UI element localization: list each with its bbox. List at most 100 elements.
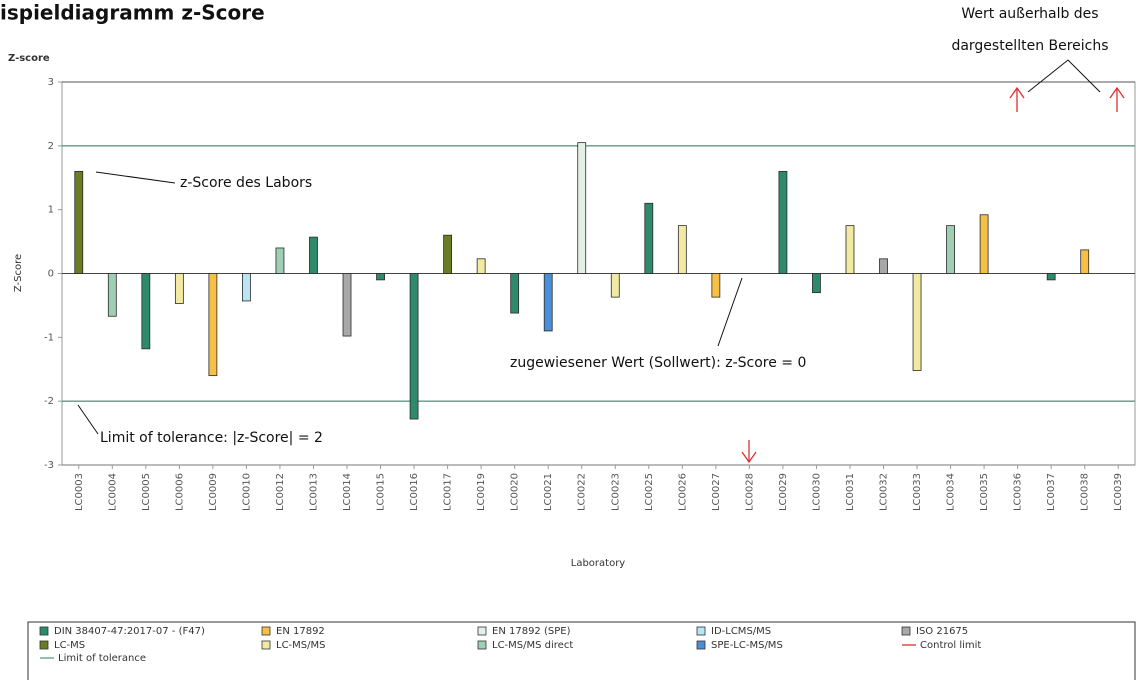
y-axis-title: Z-Score <box>13 254 24 292</box>
x-tick-label: LC0030 <box>811 473 822 511</box>
bar <box>141 273 151 350</box>
bar <box>845 225 855 274</box>
bar <box>342 273 352 337</box>
x-tick-label: LC0021 <box>543 473 554 511</box>
y-tick-label: 1 <box>48 205 54 216</box>
x-tick-label: LC0017 <box>443 473 454 511</box>
y-tick-label: -2 <box>44 396 54 407</box>
bar <box>912 273 922 371</box>
bar <box>174 273 184 304</box>
bar <box>242 273 251 302</box>
legend-label: ID-LCMS/MS <box>711 626 771 637</box>
x-tick-label: LC0013 <box>308 473 319 511</box>
legend-swatch <box>696 626 706 636</box>
bar <box>946 225 955 274</box>
x-tick-label: LC0037 <box>1046 473 1057 511</box>
arrow-down <box>741 440 757 464</box>
x-tick-label: LC0025 <box>644 473 655 511</box>
x-tick-label: LC0022 <box>577 473 588 511</box>
legend-label: Limit of tolerance <box>58 653 146 664</box>
x-tick-label: LC0020 <box>510 473 521 511</box>
y-tick-label: 3 <box>48 77 54 88</box>
legend-label: LC-MS/MS <box>276 640 325 651</box>
y-tick-label: -3 <box>44 460 54 471</box>
x-tick-label: LC0023 <box>610 473 621 511</box>
annotation-leader <box>1027 59 1101 93</box>
legend-label: SPE-LC-MS/MS <box>711 640 783 651</box>
x-tick-label: LC0003 <box>74 473 85 511</box>
bar <box>1046 273 1056 281</box>
x-tick-label: LC0014 <box>342 473 353 511</box>
x-tick-label: LC0009 <box>208 473 219 511</box>
legend-swatch <box>901 626 911 636</box>
legend-label: EN 17892 (SPE) <box>492 626 571 637</box>
bar <box>376 273 385 281</box>
annotation: dargestellten Bereichs <box>951 38 1108 54</box>
legend-label: LC-MS/MS direct <box>492 640 573 651</box>
x-tick-label: LC0015 <box>376 473 387 511</box>
bar <box>577 142 587 274</box>
x-tick-label: LC0026 <box>677 473 688 511</box>
x-tick-label: LC0027 <box>711 473 722 511</box>
y-tick-label: 2 <box>48 141 54 152</box>
chart-title: ispieldiagramm z-Score <box>0 1 265 25</box>
annotation-leader <box>95 171 176 184</box>
arrow-up <box>1009 86 1025 112</box>
legend-label: EN 17892 <box>276 626 325 637</box>
bar <box>677 225 687 274</box>
x-tick-label: LC0028 <box>744 473 755 511</box>
annotation-leader <box>717 277 743 347</box>
bar <box>409 273 419 420</box>
bar <box>107 273 117 317</box>
x-tick-label: LC0036 <box>1013 473 1024 511</box>
bar <box>74 170 84 274</box>
bar <box>443 234 453 274</box>
x-axis-title: Laboratory <box>571 558 626 569</box>
legend-swatch <box>39 626 49 636</box>
x-tick-label: LC0005 <box>141 473 152 511</box>
bar <box>979 214 989 274</box>
x-tick-label: LC0006 <box>174 473 185 511</box>
y-tick-label: 0 <box>48 269 54 280</box>
out-of-range-arrows <box>741 86 1125 464</box>
annotation: zugewiesener Wert (Sollwert): z-Score = … <box>510 355 806 371</box>
x-tick-label: LC0031 <box>845 473 856 511</box>
annotation-leader <box>77 404 99 435</box>
x-tick-label: LC0034 <box>946 473 957 511</box>
bar <box>610 273 620 298</box>
bar <box>309 236 318 274</box>
annotation: Wert außerhalb des <box>961 6 1098 22</box>
legend-swatch <box>39 640 49 650</box>
bar <box>644 202 654 274</box>
x-tick-label: LC0019 <box>476 473 487 511</box>
x-tick-label: LC0039 <box>1113 473 1124 511</box>
y-tick-label: -1 <box>44 332 54 343</box>
legend-label: Control limit <box>920 640 981 651</box>
bar <box>778 170 788 274</box>
legend-swatch <box>261 626 271 636</box>
legend-label: DIN 38407-47:2017-07 - (F47) <box>54 626 205 637</box>
legend-label: LC-MS <box>54 640 85 651</box>
y-corner-label: Z-score <box>8 53 50 64</box>
x-tick-label: LC0038 <box>1080 473 1091 511</box>
x-tick-label: LC0032 <box>879 473 890 511</box>
x-tick-label: LC0035 <box>979 473 990 511</box>
annotation: Limit of tolerance: |z-Score| = 2 <box>100 430 323 446</box>
annotation: z-Score des Labors <box>180 175 312 191</box>
bar <box>711 273 721 298</box>
bar <box>275 247 285 274</box>
x-tick-label: LC0033 <box>912 473 923 511</box>
legend-box <box>27 621 1136 680</box>
x-tick-label: LC0012 <box>275 473 286 511</box>
x-tick-label: LC0004 <box>107 473 118 511</box>
legend-swatch <box>477 626 487 636</box>
legend-swatch <box>696 640 706 650</box>
bar <box>543 273 553 332</box>
x-tick-label: LC0010 <box>241 473 252 511</box>
arrow-up <box>1109 86 1125 112</box>
bar <box>1080 249 1090 274</box>
bar <box>476 258 486 274</box>
x-tick-label: LC0016 <box>409 473 420 511</box>
x-tick-label: LC0029 <box>778 473 789 511</box>
bar <box>879 258 888 274</box>
